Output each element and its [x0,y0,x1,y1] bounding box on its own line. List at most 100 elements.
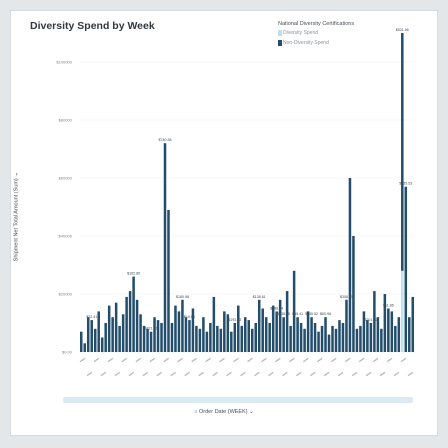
x-tick-mark [100,371,107,377]
bar-non-diversity [254,323,257,352]
bar-non-diversity [167,209,170,352]
bar-non-diversity [341,323,345,352]
x-tick-mark [233,357,239,363]
bar-non-diversity [86,317,90,352]
x-tick-mark [135,357,142,363]
legend-item-diversity[interactable]: Diversity Spend [278,30,318,36]
bar-non-diversity [226,314,230,352]
x-tick-mark [358,357,365,363]
bar-non-diversity [90,320,93,352]
bar-non-diversity [303,328,306,352]
x-tick-mark [156,371,163,377]
bar-non-diversity [216,325,219,352]
bar-non-diversity [373,291,376,352]
bar-non-diversity [174,305,177,352]
bar-non-diversity [366,320,369,352]
bar-diversity [401,270,404,352]
x-tick-mark [170,371,177,377]
bar-non-diversity [411,296,415,352]
bar-non-diversity [247,320,251,352]
bar-non-diversity [240,325,244,352]
x-tick-mark [302,357,309,363]
legend-swatch-diversity [278,30,282,36]
bar-non-diversity [107,305,111,352]
x-tick-mark [191,357,198,363]
x-tick-mark [323,371,330,377]
legend-title: National Diversity Certifications [278,21,355,27]
chevron-down-icon: ⌄ [249,409,254,415]
filter-icon: ≡ [194,409,198,415]
data-label: $138.61 [253,295,266,299]
x-tick-mark [226,371,232,377]
bar-non-diversity [289,325,292,352]
bar-non-diversity [369,323,373,352]
x-tick-mark [330,357,337,363]
bar-non-diversity [244,317,247,352]
bar-non-diversity [184,317,188,352]
legend-label-diversity: Diversity Spend [283,30,319,36]
bar-non-diversity [394,325,397,352]
bar-non-diversity [125,296,128,352]
bar-non-diversity [282,317,285,352]
bar-non-diversity [80,331,83,352]
bar-non-diversity [261,308,264,352]
bar-non-diversity [264,317,268,352]
bar-non-diversity [348,178,352,352]
bar-non-diversity [268,323,271,352]
x-tick-mark [107,357,114,363]
horizontal-scrollbar[interactable] [63,397,413,403]
bar-non-diversity [163,143,167,352]
bar-non-diversity [317,331,320,352]
data-label: $335.53 [399,182,412,186]
x-tick-mark [177,357,184,363]
x-tick-mark [128,371,135,377]
data-label: $238.66 [277,312,290,316]
data-label: $55.41 [292,312,303,316]
bar-non-diversity [160,323,163,352]
bar-non-diversity [135,299,139,352]
x-tick-mark [379,371,386,377]
data-label: $193.83 [228,318,241,322]
bar-non-diversity [191,308,195,352]
x-tick-mark [309,371,316,377]
bar-non-diversity [292,270,296,352]
bar-non-diversity [355,328,359,352]
bar-non-diversity [324,317,327,352]
x-axis-label[interactable]: ≡ Order Date (WEEK) ⌄ [0,409,448,415]
data-label: $521.56 [396,28,409,32]
bar-non-diversity [132,276,135,352]
bar-non-diversity [139,314,142,352]
x-tick-mark [254,371,260,377]
bar-non-diversity [195,325,198,352]
y-tick-label: $100000 [56,60,72,65]
x-tick-mark [142,371,149,377]
data-label: $162.85 [127,272,140,276]
x-tick-mark [407,371,414,377]
x-tick-mark [198,371,204,377]
bar-non-diversity [278,299,282,352]
bar-non-diversity [408,317,411,352]
bar-non-diversity [338,320,341,352]
bar-non-diversity [404,186,408,352]
bar-non-diversity [149,331,153,352]
bar-non-diversity [223,311,226,352]
bar-non-diversity [275,311,278,352]
bar-non-diversity [212,296,216,352]
bar-non-diversity [188,320,191,352]
bar-non-diversity [83,343,87,352]
bar-non-diversity [146,328,149,352]
bar-non-diversity [310,317,313,352]
bar-non-diversity [181,299,184,352]
bar-non-diversity [359,325,362,352]
data-label: $15.05 [184,315,195,319]
bar-non-diversity [296,317,299,352]
x-tick-mark [372,357,379,363]
bar-non-diversity [205,331,209,352]
data-label: $22.41 [86,315,97,319]
legend-item-non-diversity[interactable]: Non-Diversity Spend [278,40,329,46]
bar-non-diversity [352,236,355,352]
bar-non-diversity [376,317,380,352]
bar-non-diversity [142,325,146,352]
bar-non-diversity [118,325,121,352]
bar-non-diversity [320,325,324,352]
